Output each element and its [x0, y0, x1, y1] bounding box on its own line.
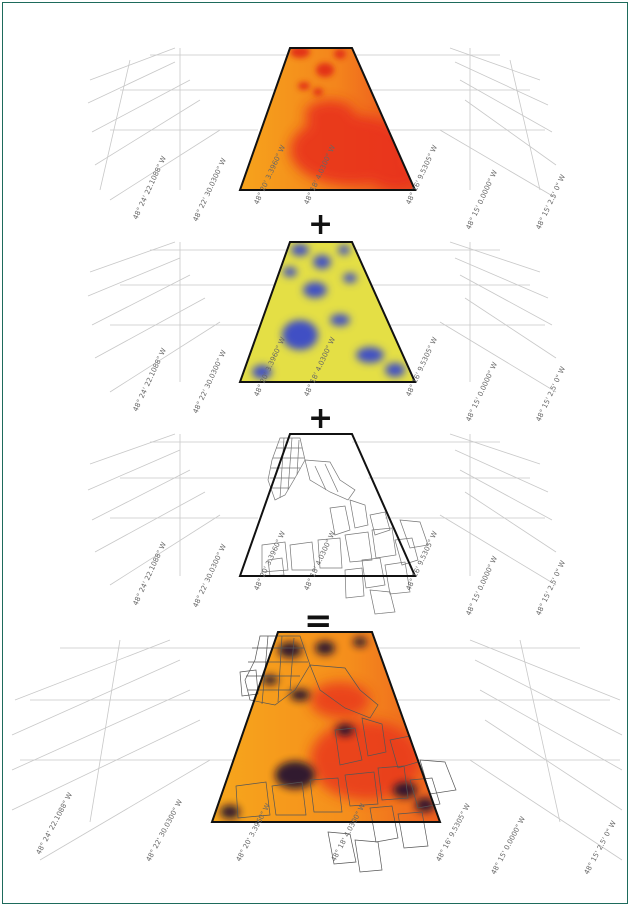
parcel-layer-outline — [238, 433, 417, 577]
axis-label: 48° 20' 3.3960" W — [253, 530, 288, 592]
axis-label: 48° 22' 30.0300" W — [145, 798, 184, 863]
plus-operator: + — [308, 401, 333, 436]
axis-label: 48° 16' 9.5305" W — [405, 144, 440, 206]
yellow-blue-layer-panel: 48° 24' 22.1088" W 48° 22' 30.0300" W 48… — [87, 241, 568, 423]
axis-label: 48° 22' 30.0300" W — [192, 349, 228, 415]
axis-label: 48° 16' 9.5305" W — [435, 802, 472, 863]
axis-label: 48° 18' 4.0300" W — [303, 530, 338, 592]
yellow-blue-layer-outline — [238, 241, 417, 383]
grid-lines — [87, 433, 557, 586]
axis-label: 48° 15' 2.5' 0" W — [535, 365, 568, 423]
axis-label: 48° 24' 22.1088" W — [35, 791, 74, 856]
combined-layer-outline — [210, 631, 442, 823]
combined-parcel-boundaries — [235, 635, 457, 873]
axis-label: 48° 24' 22.1088" W — [132, 155, 168, 221]
heat-layer-panel: 48° 24' 22.1088" W 48° 22' 30.0300" W 48… — [87, 47, 568, 231]
axis-label: 48° 16' 9.5305" W — [405, 530, 440, 592]
parcel-boundaries — [261, 437, 429, 615]
parcel-layer-panel: 48° 24' 22.1088" W 48° 22' 30.0300" W 48… — [87, 433, 568, 617]
heat-surface — [240, 48, 415, 190]
axis-label: 48° 22' 30.0300" W — [192, 157, 228, 223]
grid-lines — [87, 47, 557, 201]
axis-label: 48° 16' 9.5305" W — [405, 336, 440, 398]
combined-surface — [212, 632, 440, 822]
grid-lines — [87, 241, 557, 393]
axis-label: 48° 15' 2.5' 0" W — [583, 819, 618, 876]
axis-label: 48° 15' 0.0000" W — [490, 815, 527, 876]
axis-label: 48° 15' 2.5' 0" W — [535, 173, 568, 231]
grid-lines — [11, 639, 623, 861]
parcel-layer-axis-labels: 48° 24' 22.1088" W 48° 22' 30.0300" W 48… — [132, 530, 568, 617]
axis-label: 48° 24' 22.1088" W — [132, 347, 168, 413]
plus-operator: + — [308, 207, 333, 242]
combined-layer-panel: 48° 24' 22.1088" W 48° 22' 30.0300" W 48… — [11, 631, 623, 876]
axis-label: 48° 24' 22.1088" W — [132, 541, 168, 607]
axis-label: 48° 15' 2.5' 0" W — [535, 559, 568, 617]
yellow-blue-surface — [240, 242, 415, 382]
heat-layer-outline — [238, 47, 417, 191]
axis-label: 48° 22' 30.0300" W — [192, 543, 228, 609]
